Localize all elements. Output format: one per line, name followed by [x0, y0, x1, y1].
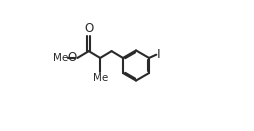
Text: Me: Me: [92, 73, 107, 83]
Text: Me: Me: [52, 53, 68, 63]
Text: O: O: [84, 22, 93, 35]
Text: I: I: [156, 48, 160, 61]
Text: O: O: [67, 51, 76, 64]
